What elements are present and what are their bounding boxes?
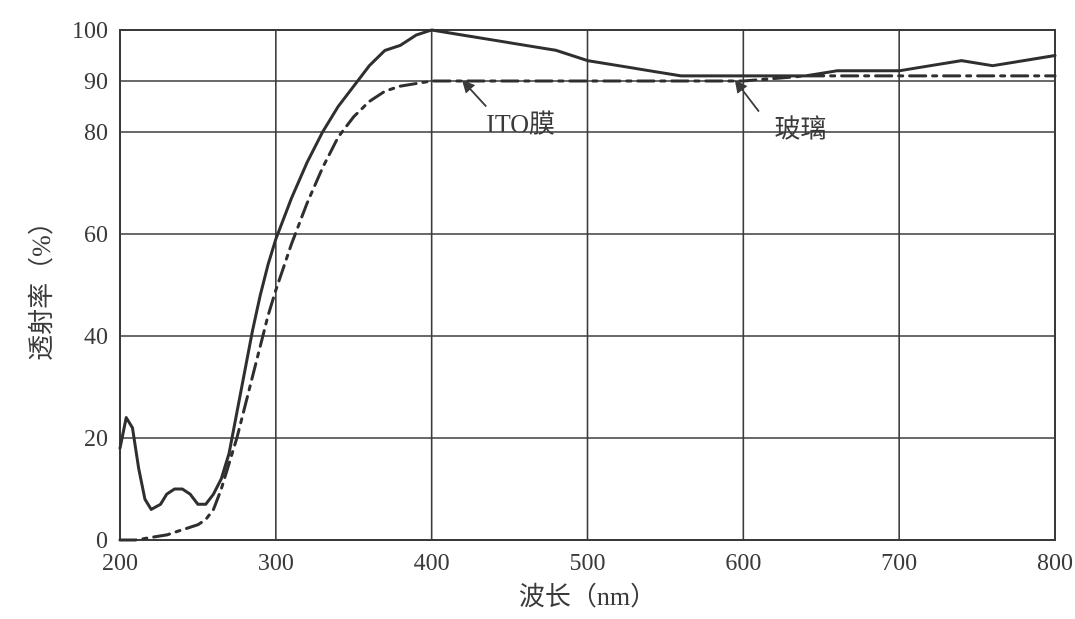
- y-tick-label: 40: [84, 324, 108, 350]
- x-tick-label: 700: [881, 550, 917, 576]
- y-tick-label: 60: [84, 222, 108, 248]
- x-tick-label: 300: [258, 550, 294, 576]
- y-tick-label: 90: [84, 69, 108, 95]
- x-tick-label: 600: [725, 550, 761, 576]
- y-tick-label: 100: [72, 18, 108, 44]
- x-tick-label: 400: [414, 550, 450, 576]
- x-tick-label: 800: [1037, 550, 1073, 576]
- y-axis-title: 透射率（%）: [27, 209, 56, 361]
- x-tick-label: 500: [570, 550, 606, 576]
- annotation-label-0: ITO膜: [486, 110, 555, 139]
- y-tick-label: 0: [96, 528, 108, 554]
- y-tick-label: 80: [84, 120, 108, 146]
- x-axis-title: 波长（nm）: [519, 582, 656, 611]
- chart-svg: 20030040050060070080002040608090100波长（nm…: [0, 0, 1075, 619]
- annotation-label-1: 玻璃: [775, 115, 827, 144]
- transmittance-chart: 20030040050060070080002040608090100波长（nm…: [0, 0, 1075, 619]
- y-tick-label: 20: [84, 426, 108, 452]
